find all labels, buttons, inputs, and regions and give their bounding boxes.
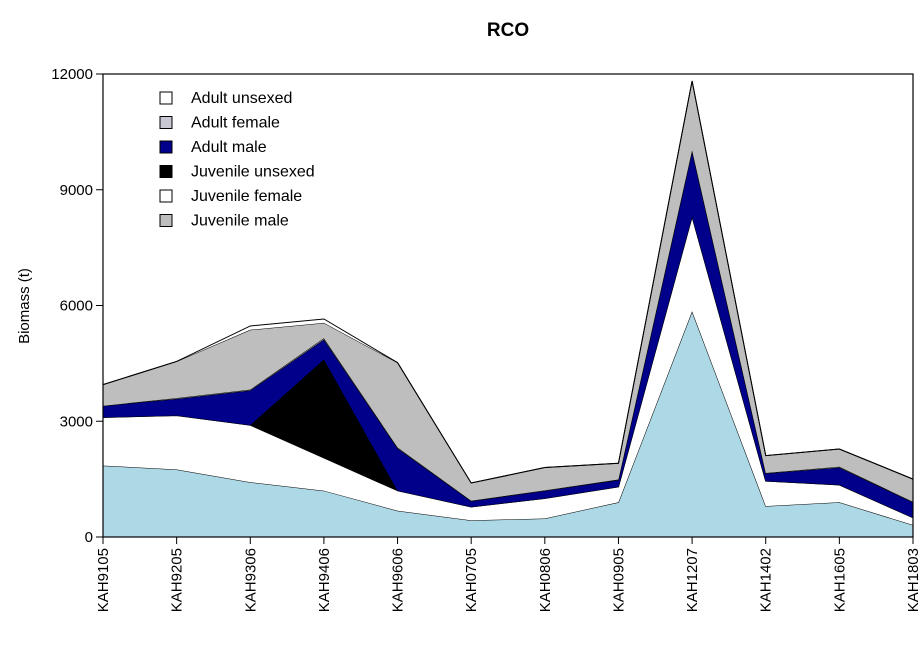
- x-axis: KAH9105 KAH9205 KAH9306 KAH9406 KAH9606 KAH07…: [95, 537, 922, 612]
- plot-frame: [102, 73, 914, 538]
- x-tick-label: KAH9205: [169, 548, 186, 612]
- x-tick-label: KAH0806: [537, 548, 554, 612]
- x-tick-label: KAH9105: [95, 548, 112, 612]
- legend-swatch: [159, 140, 173, 154]
- x-tick-label: KAH9606: [390, 548, 407, 612]
- area-series-0: [103, 311, 913, 537]
- y-tick-label: 12000: [51, 66, 93, 83]
- y-tick-label: 3000: [60, 413, 93, 430]
- y-tick-label: 0: [85, 529, 93, 546]
- y-tick-label: 6000: [60, 298, 93, 315]
- x-tick-label: KAH0905: [610, 548, 627, 612]
- legend-swatch: [159, 91, 173, 105]
- legend-label: Juvenile unsexed: [191, 164, 315, 181]
- legend-swatch: [159, 214, 173, 227]
- area-series-5: [103, 80, 913, 502]
- y-axis-label: Biomass (t): [16, 268, 33, 344]
- area-layers: [102, 80, 914, 537]
- x-tick-label: KAH9406: [316, 548, 333, 612]
- x-tick-label: KAH1402: [758, 548, 775, 612]
- chart-title: RCO: [487, 20, 529, 41]
- legend-label: Adult unsexed: [191, 90, 292, 107]
- legend-swatch: [159, 116, 173, 129]
- x-tick-label: KAH1207: [684, 548, 701, 612]
- area-series-3: [103, 151, 913, 518]
- area-series-2: [103, 216, 913, 518]
- legend-swatch: [159, 165, 173, 178]
- x-tick-label: KAH1803: [905, 548, 922, 612]
- legend-label: Juvenile male: [191, 213, 289, 230]
- legend-swatch: [159, 189, 173, 203]
- area-series-1: [103, 216, 913, 526]
- y-tick-label: 9000: [60, 182, 93, 199]
- legend-label: Adult female: [191, 115, 280, 132]
- legend-label: Juvenile female: [191, 188, 302, 205]
- area-boundary-6: [102, 80, 914, 484]
- legend-label: Adult male: [191, 139, 267, 156]
- area-boundary-4: [102, 150, 914, 503]
- y-axis: 0 3000 6000 9000 12000: [51, 66, 103, 546]
- x-tick-label: KAH0705: [463, 548, 480, 612]
- x-tick-label: KAH1605: [831, 548, 848, 612]
- legend: Adult unsexed Adult female Adult male Juven…: [159, 90, 315, 230]
- x-tick-label: KAH9306: [242, 548, 259, 612]
